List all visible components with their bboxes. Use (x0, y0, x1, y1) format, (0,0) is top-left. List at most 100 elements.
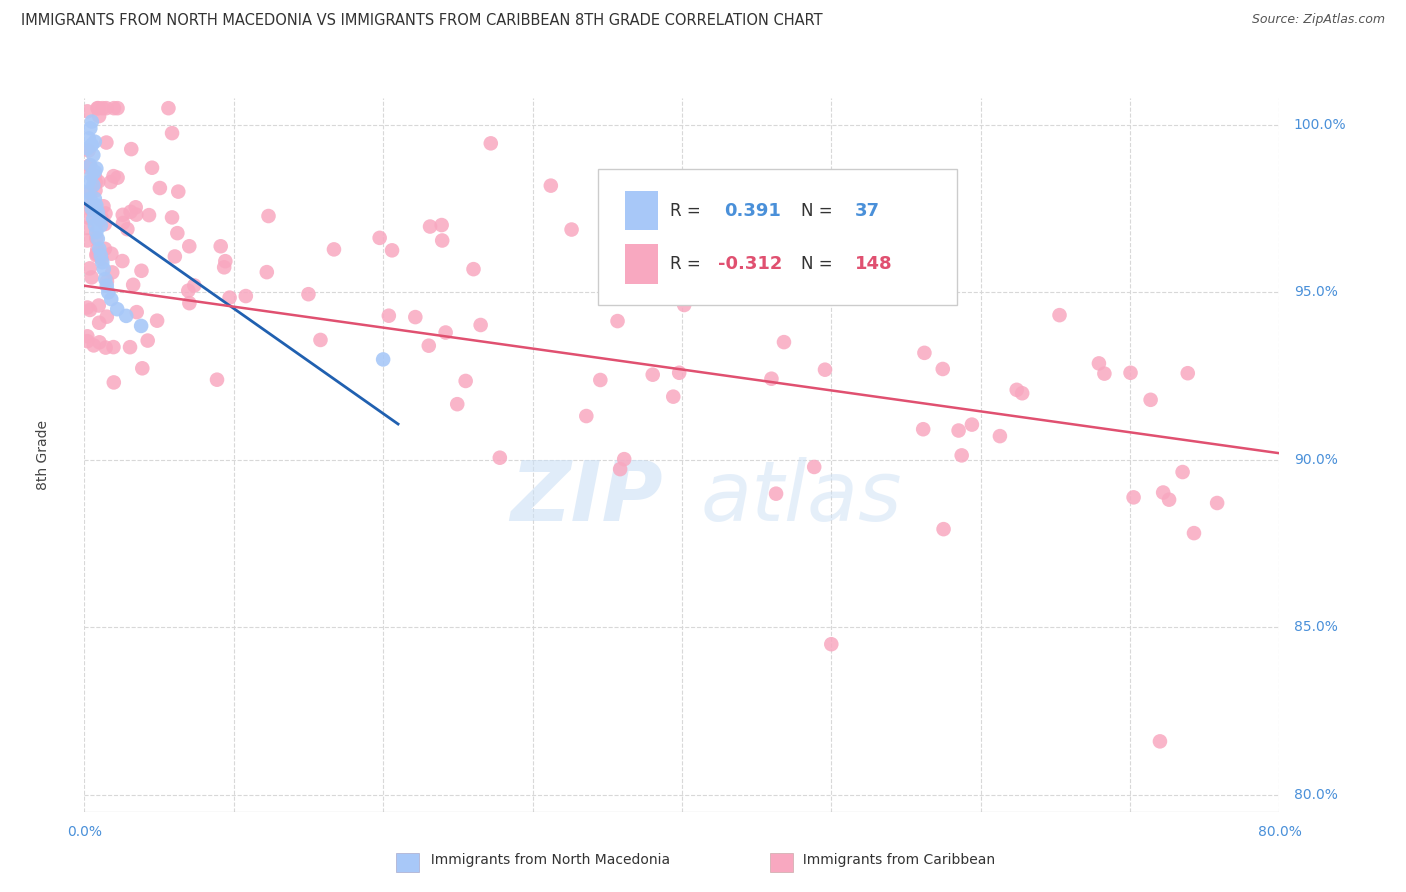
Point (86, 246, 108, 260)
Point (76, 334, 98, 348)
Point (80, 270, 103, 285)
Point (77, 131, 100, 145)
Point (77, 144, 100, 158)
Point (80, 168, 103, 182)
Point (932, 362, 955, 376)
Point (79, 192, 101, 206)
Point (988, 429, 1011, 443)
Point (118, 340, 141, 354)
Point (83, 338, 105, 352)
Point (138, 208, 160, 222)
Point (84, 231, 107, 245)
Text: 90.0%: 90.0% (1294, 453, 1337, 467)
Text: 8th Grade: 8th Grade (35, 420, 49, 490)
Point (404, 310, 426, 324)
Point (765, 486, 787, 500)
Point (111, 208, 134, 222)
Text: 148: 148 (855, 255, 893, 273)
Point (101, 265, 124, 279)
Point (470, 318, 492, 332)
Point (813, 207, 835, 221)
Point (662, 390, 685, 404)
Point (76, 161, 98, 175)
Point (90, 219, 112, 233)
Point (432, 234, 454, 248)
Point (932, 522, 955, 536)
Point (86, 198, 108, 212)
Point (166, 226, 188, 240)
Point (79, 121, 101, 136)
Point (177, 284, 200, 298)
Point (1092, 367, 1115, 381)
Point (89, 335, 111, 350)
Text: 80.0%: 80.0% (1257, 824, 1302, 838)
Point (82, 178, 104, 193)
Point (87, 205, 110, 219)
Point (79, 185, 101, 199)
Point (125, 208, 148, 222)
Point (378, 309, 401, 323)
Point (77, 211, 100, 225)
Point (209, 239, 232, 253)
Point (446, 397, 468, 411)
Point (125, 200, 148, 214)
Point (167, 185, 190, 199)
Point (100, 292, 122, 306)
Point (146, 314, 169, 328)
Point (83, 135, 105, 149)
Point (434, 326, 457, 340)
Point (87, 298, 110, 312)
Point (454, 374, 477, 388)
Point (82, 148, 104, 162)
Text: Immigrants from North Macedonia: Immigrants from North Macedonia (422, 853, 669, 867)
Point (430, 218, 453, 232)
Point (91, 255, 114, 269)
Point (93, 262, 115, 277)
Point (80, 138, 103, 153)
Point (381, 244, 404, 258)
Point (89, 242, 111, 256)
Point (96, 278, 118, 293)
Point (87, 101, 110, 115)
Point (160, 126, 183, 140)
Point (76, 329, 98, 343)
FancyBboxPatch shape (624, 191, 658, 230)
Point (117, 222, 139, 236)
Point (948, 424, 970, 438)
Point (76, 220, 98, 235)
Point (84, 184, 107, 198)
Point (912, 422, 935, 436)
Point (950, 449, 973, 463)
Point (111, 254, 134, 268)
Point (83, 192, 105, 206)
Point (488, 450, 510, 465)
Point (1152, 485, 1174, 500)
Text: N =: N = (801, 255, 838, 273)
Point (309, 333, 332, 347)
Point (1139, 392, 1161, 407)
Point (668, 366, 690, 380)
Point (641, 368, 664, 382)
Point (122, 277, 145, 292)
Point (257, 209, 280, 223)
Point (84, 175, 107, 189)
Point (103, 169, 125, 183)
Point (80, 202, 103, 217)
Point (1005, 383, 1028, 397)
Point (419, 219, 441, 234)
Point (96, 310, 118, 324)
Text: R =: R = (669, 202, 706, 219)
Point (86, 101, 108, 115)
Point (77, 175, 100, 189)
Point (613, 452, 636, 467)
Point (1119, 366, 1142, 380)
Point (323, 243, 346, 257)
Text: Source: ZipAtlas.com: Source: ZipAtlas.com (1251, 13, 1385, 27)
Point (371, 352, 394, 367)
Point (960, 417, 983, 432)
Point (540, 178, 562, 193)
Point (96, 101, 118, 115)
Point (86, 161, 108, 176)
Point (94, 242, 117, 256)
Text: 85.0%: 85.0% (1294, 621, 1337, 634)
